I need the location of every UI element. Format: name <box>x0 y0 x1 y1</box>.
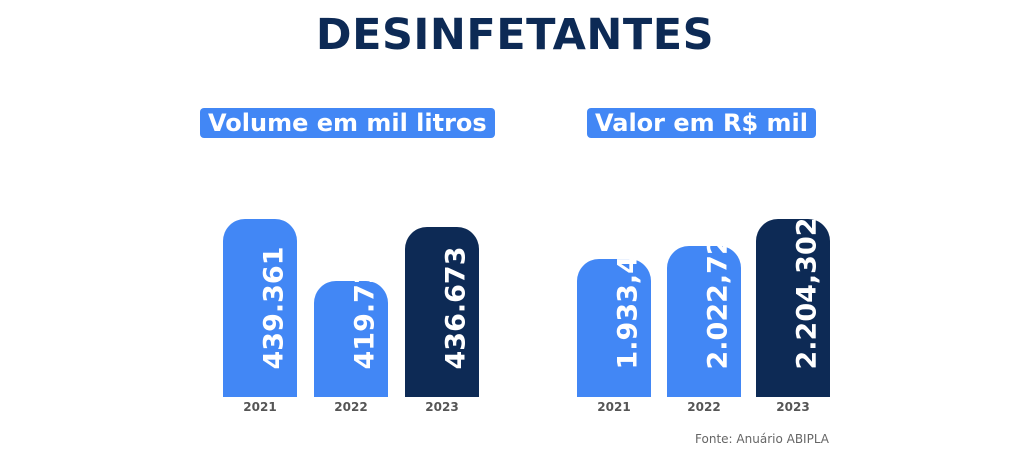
valor-tick-2021: 2021 <box>597 400 631 414</box>
volume-value-label-2022: 419.727 <box>349 246 381 370</box>
chart-title-volume: Volume em mil litros <box>200 108 495 138</box>
volume-bar-2021: 439.361 <box>223 219 297 397</box>
volume-value-label-2023: 436.673 <box>440 246 472 370</box>
valor-tick-2022: 2022 <box>687 400 721 414</box>
valor-value-label-2021: 1.933,477 <box>612 217 644 370</box>
chart-title-valor: Valor em R$ mil <box>587 108 816 138</box>
volume-bar-2023: 436.673 <box>405 227 479 397</box>
page-title: DESINFETANTES <box>315 10 715 60</box>
volume-tick-2021: 2021 <box>243 400 277 414</box>
valor-bar-2023: 2.204,302 <box>756 217 830 397</box>
valor-bar-2022: 2.022,721 <box>667 217 741 397</box>
source-note: Fonte: Anuário ABIPLA <box>695 432 829 446</box>
valor-tick-2023: 2023 <box>776 400 810 414</box>
volume-bar-2022: 419.727 <box>314 247 388 397</box>
volume-tick-2022: 2022 <box>334 400 368 414</box>
valor-bar-2021: 1.933,477 <box>577 217 651 397</box>
volume-tick-2023: 2023 <box>425 400 459 414</box>
volume-value-label-2021: 439.361 <box>258 246 290 370</box>
valor-value-label-2023: 2.204,302 <box>791 217 823 370</box>
valor-value-label-2022: 2.022,721 <box>702 217 734 370</box>
